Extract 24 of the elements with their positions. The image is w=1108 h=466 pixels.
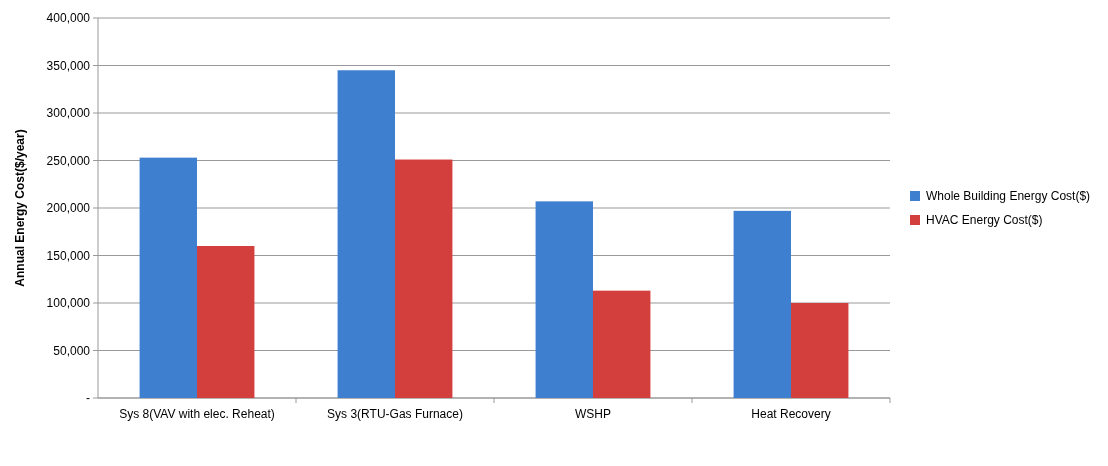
y-tick-label: 50,000 (53, 343, 91, 358)
y-tick-label: 400,000 (46, 11, 91, 26)
bar (535, 201, 593, 398)
legend-label: HVAC Energy Cost($) (926, 213, 1043, 228)
y-tick-label: 200,000 (46, 201, 91, 216)
y-tick-label: 350,000 (46, 58, 91, 73)
y-tick-label: - (86, 391, 90, 406)
y-axis-title: Annual Energy Cost($/year) (13, 129, 27, 287)
bar (593, 290, 651, 398)
bar (395, 159, 453, 398)
x-tick-label: Heat Recovery (751, 407, 831, 421)
y-tick-label: 300,000 (46, 106, 91, 121)
y-tick-label: 250,000 (46, 153, 91, 168)
x-tick-label: Sys 8(VAV with elec. Reheat) (119, 407, 275, 421)
bar (791, 303, 849, 398)
bar (197, 246, 255, 398)
x-tick-label: WSHP (575, 407, 611, 421)
bar (733, 210, 791, 398)
bar (139, 157, 197, 398)
bar (337, 70, 395, 398)
x-tick-label: Sys 3(RTU-Gas Furnace) (327, 407, 463, 421)
y-tick-label: 100,000 (46, 296, 91, 311)
y-tick-label: 150,000 (46, 248, 91, 263)
legend-label: Whole Building Energy Cost($) (926, 189, 1091, 204)
